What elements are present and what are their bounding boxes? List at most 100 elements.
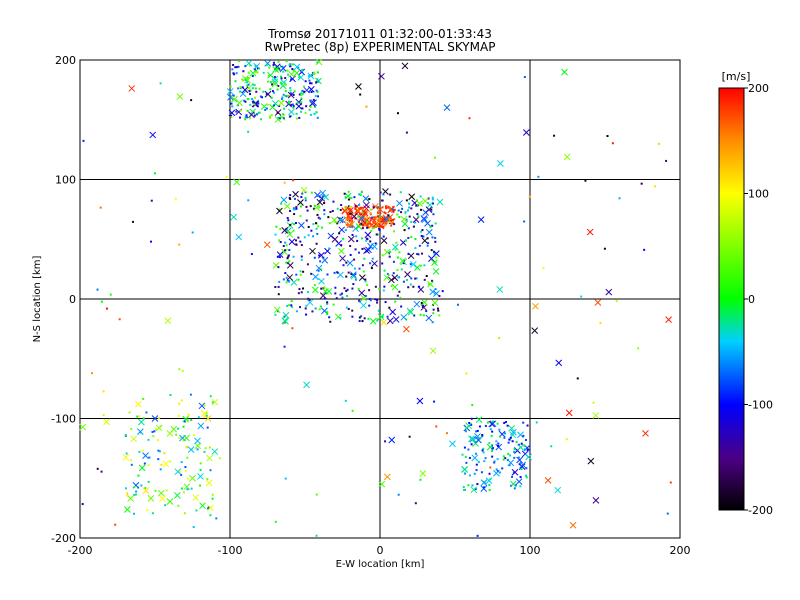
data-point [396, 294, 399, 297]
data-point-x-marker [381, 215, 388, 223]
data-point [369, 208, 372, 211]
data-point [361, 211, 364, 214]
data-point [495, 440, 498, 443]
data-point [344, 210, 347, 213]
data-point [236, 87, 239, 90]
data-point-x-marker [565, 409, 573, 417]
data-point [425, 310, 428, 313]
data-point [317, 80, 320, 83]
data-point [357, 215, 360, 218]
data-point-x-marker [267, 71, 274, 79]
data-point-x-marker [391, 274, 399, 282]
data-point [522, 434, 525, 437]
data-point [124, 434, 127, 437]
data-point [282, 70, 285, 73]
data-point [368, 298, 371, 301]
data-point [239, 109, 242, 112]
data-point [360, 212, 363, 215]
data-point [175, 433, 178, 436]
data-point [295, 221, 298, 224]
data-point [637, 347, 640, 350]
data-point [372, 206, 375, 209]
data-point [246, 77, 249, 80]
data-point-x-marker [211, 448, 219, 455]
data-point [611, 142, 614, 145]
data-point [397, 276, 400, 279]
data-point [286, 305, 289, 308]
data-point [408, 215, 411, 218]
data-point [126, 494, 129, 497]
data-point [274, 233, 277, 236]
data-point [209, 395, 212, 398]
data-point [410, 277, 413, 280]
data-point [292, 93, 295, 96]
data-point [507, 452, 510, 455]
data-point-x-marker [199, 502, 206, 510]
data-point-x-marker [431, 299, 439, 307]
data-point [505, 420, 508, 423]
data-point-x-marker [197, 473, 204, 480]
data-point [513, 487, 516, 490]
data-point [445, 432, 448, 435]
data-point [129, 459, 132, 462]
data-point-x-marker [371, 260, 378, 267]
data-point [506, 424, 509, 427]
data-point [370, 216, 373, 219]
data-point [390, 284, 393, 287]
data-point-x-marker [310, 99, 317, 107]
data-point [408, 435, 411, 438]
data-point [349, 225, 352, 228]
colorbar-tick-label: -200 [748, 504, 773, 517]
data-point [138, 415, 141, 418]
data-point [239, 90, 242, 93]
data-point [425, 275, 428, 278]
data-point [306, 209, 309, 212]
data-point-x-marker [142, 452, 149, 459]
data-point-x-marker [207, 504, 214, 512]
data-point [297, 236, 300, 239]
data-point [300, 94, 303, 97]
data-point [431, 321, 434, 324]
data-point [164, 504, 167, 507]
data-point-x-marker [383, 274, 391, 281]
data-point [491, 455, 494, 458]
data-point [245, 114, 248, 117]
data-point [520, 468, 523, 471]
data-point-x-marker [170, 425, 178, 433]
data-point [300, 255, 303, 258]
data-point [280, 202, 283, 205]
data-point-x-marker [135, 400, 142, 408]
data-point [190, 99, 193, 102]
data-point [157, 417, 160, 420]
data-point [502, 458, 505, 461]
data-point [316, 194, 319, 197]
data-point-x-marker [151, 415, 159, 422]
data-point [353, 258, 356, 261]
data-point [504, 457, 507, 460]
data-point [299, 273, 302, 276]
data-point [244, 118, 247, 121]
data-point [304, 111, 307, 114]
data-point [295, 207, 298, 210]
data-point [369, 299, 372, 302]
data-point-x-marker [227, 93, 234, 101]
data-point [434, 288, 437, 291]
data-point [426, 244, 429, 247]
data-point [269, 115, 272, 118]
data-point [402, 259, 405, 262]
data-point [245, 116, 248, 119]
data-point [278, 208, 281, 211]
data-point-x-marker [245, 84, 253, 92]
data-point-x-marker [378, 72, 385, 80]
data-point [654, 185, 657, 188]
data-point [381, 262, 384, 265]
data-point [340, 292, 343, 295]
data-point [308, 298, 311, 301]
data-point-x-marker [432, 268, 440, 275]
data-point [335, 297, 338, 300]
data-point [317, 269, 320, 272]
data-point-x-marker [272, 66, 280, 73]
data-point [332, 303, 335, 306]
data-point [296, 102, 299, 105]
data-point [169, 460, 172, 463]
